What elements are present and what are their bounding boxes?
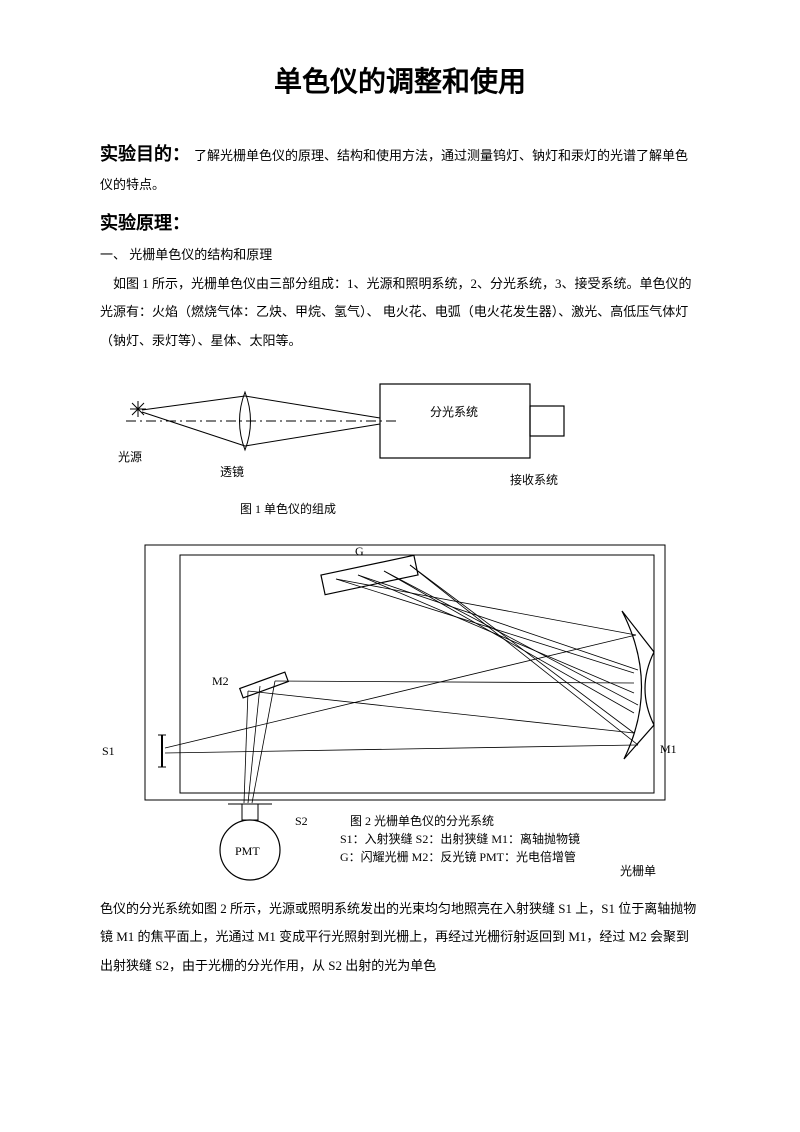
- figure-1-caption: 图 1 单色仪的组成: [240, 500, 700, 517]
- figure-1: 光源 透镜 分光系统 接收系统: [100, 366, 700, 496]
- after-fig2-text: 色仪的分光系统如图 2 所示，光源或照明系统发出的光束均匀地照亮在入射狭缝 S1…: [100, 895, 700, 981]
- fig2-label-m2: M2: [212, 674, 229, 688]
- fig2-caption-l1: S1：入射狭缝 S2：出射狭缝 M1：离轴抛物镜: [340, 831, 580, 846]
- fig2-label-pmt: PMT: [235, 844, 260, 858]
- fig2-caption-l2: G：闪耀光栅 M2：反光镜 PMT：光电倍增管: [340, 849, 576, 864]
- figure-2: S1 G M2 M1 S2 PMT 图 2 光栅单色仪的分光系统 S1：入射狭缝…: [100, 535, 700, 895]
- section1-text: 如图 1 所示，光栅单色仪由三部分组成：1、光源和照明系统，2、分光系统，3、接…: [100, 270, 700, 356]
- purpose-heading: 实验目的：: [100, 144, 190, 164]
- fig2-label-m1: M1: [660, 742, 677, 756]
- fig2-label-g: G: [355, 544, 364, 558]
- fig1-label-receiver: 接收系统: [510, 472, 558, 487]
- fig2-trailing: 光栅单: [620, 863, 656, 878]
- principle-heading: 实验原理：: [100, 213, 190, 233]
- fig2-label-s2: S2: [295, 814, 308, 828]
- fig2-label-s1: S1: [102, 744, 115, 758]
- fig1-label-splitter: 分光系统: [430, 405, 478, 419]
- fig2-caption-title: 图 2 光栅单色仪的分光系统: [350, 813, 494, 828]
- fig1-label-source: 光源: [118, 450, 142, 464]
- fig1-label-lens: 透镜: [220, 464, 244, 479]
- purpose-block: 实验目的： 了解光栅单色仪的原理、结构和使用方法，通过测量钨灯、钠灯和汞灯的光谱…: [100, 140, 700, 199]
- page-title: 单色仪的调整和使用: [100, 60, 700, 100]
- page: 单色仪的调整和使用 实验目的： 了解光栅单色仪的原理、结构和使用方法，通过测量钨…: [0, 0, 800, 1020]
- section1-heading: 一、 光栅单色仪的结构和原理: [100, 241, 700, 270]
